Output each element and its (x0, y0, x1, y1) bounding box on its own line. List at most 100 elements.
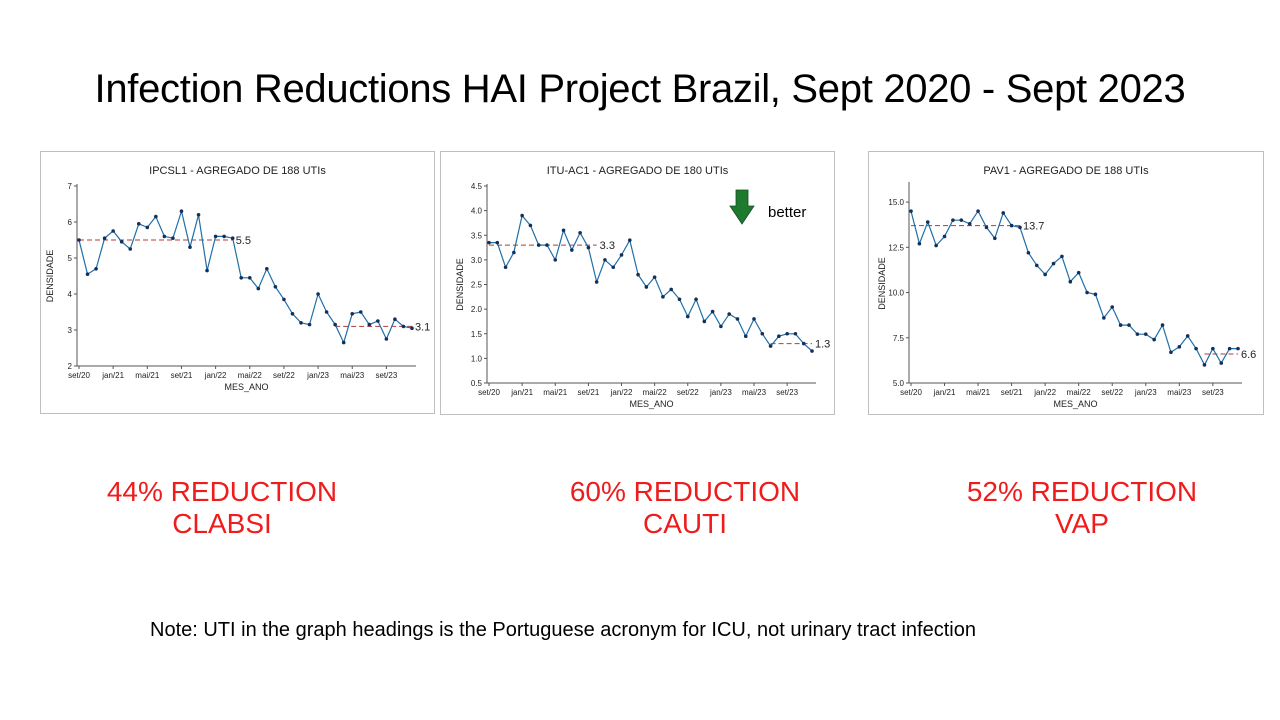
data-point (290, 312, 295, 316)
x-axis-label: MES_ANO (224, 382, 268, 392)
data-point (959, 218, 964, 222)
data-point (247, 276, 252, 280)
y-tick-label: 2.5 (471, 281, 483, 290)
data-point (984, 225, 989, 230)
data-point (677, 297, 682, 302)
data-point (1127, 323, 1131, 327)
data-point (77, 238, 81, 242)
data-point (222, 234, 226, 239)
y-axis-label: DENSIDADE (877, 257, 887, 310)
data-point (265, 267, 269, 271)
data-point (743, 334, 748, 339)
data-point (719, 324, 723, 329)
x-tick-label: jan/22 (610, 388, 633, 397)
better-label: better (768, 204, 806, 221)
chart-vap: PAV1 - AGREGADO DE 188 UTIs 5.0 7.5 10.0 12.… (877, 165, 1256, 409)
data-point (586, 245, 591, 250)
data-point (735, 317, 740, 321)
median-label: 6.6 (1241, 349, 1256, 361)
data-point (1110, 305, 1115, 309)
data-point (1076, 270, 1081, 275)
data-point (619, 253, 624, 257)
data-point (256, 286, 261, 291)
data-point (512, 250, 516, 255)
x-tick-label: jan/21 (510, 388, 533, 397)
data-point (503, 265, 508, 270)
x-tick-label: jan/23 (306, 371, 329, 380)
data-point (1152, 337, 1156, 342)
data-point (570, 248, 574, 252)
y-axis-label: DENSIDADE (45, 250, 55, 303)
reduction-cauti-percent: 60% REDUCTION (569, 476, 801, 507)
data-point (1068, 279, 1073, 284)
data-point (801, 341, 806, 346)
data-point (536, 243, 541, 247)
x-tick-label: set/21 (1001, 388, 1023, 397)
x-tick-label: set/23 (1202, 388, 1224, 397)
y-axis-label: DENSIDADE (455, 258, 465, 311)
y-tick-label: 1.0 (471, 354, 483, 363)
x-tick-label: set/23 (375, 371, 397, 380)
data-point (1009, 223, 1014, 228)
data-point (239, 276, 244, 280)
data-point (341, 340, 346, 345)
chart-panel-cauti: ITU-AC1 - AGREGADO DE 180 UTIs 0.5 1.0 1.5 2… (440, 151, 835, 415)
data-point (967, 222, 972, 226)
data-point (1051, 261, 1056, 266)
y-tick-label: 4.5 (471, 182, 483, 191)
data-point (636, 272, 640, 277)
data-point (196, 213, 201, 217)
data-point (1211, 346, 1215, 351)
data-point (909, 209, 913, 213)
data-point (1001, 211, 1006, 215)
y-tick-label: 5 (68, 254, 73, 263)
data-point (171, 236, 175, 240)
median-label: 5.5 (236, 235, 251, 247)
data-point (1194, 346, 1198, 351)
data-point (976, 209, 980, 213)
data-point (230, 236, 235, 240)
y-tick-label: 4.0 (471, 207, 483, 216)
x-tick-label: set/23 (776, 388, 798, 397)
y-tick-label: 12.5 (888, 243, 904, 252)
data-point (652, 275, 657, 279)
data-point (661, 295, 665, 299)
data-point (1143, 332, 1148, 336)
x-tick-label: set/20 (478, 388, 500, 397)
data-point (1236, 346, 1240, 351)
series-line (489, 214, 813, 352)
data-point (603, 258, 607, 262)
data-point (768, 344, 773, 348)
reduction-clabsi-percent: 44% REDUCTION (106, 476, 338, 507)
data-point (934, 243, 938, 248)
data-point (578, 230, 582, 235)
data-point (627, 238, 632, 242)
data-point (993, 236, 997, 241)
data-point (307, 322, 312, 327)
reduction-cauti-label: CAUTI (643, 508, 727, 539)
y-tick-label: 7 (68, 182, 73, 191)
data-point (561, 228, 566, 233)
x-tick-label: mai/22 (238, 371, 263, 380)
chart-title: IPCSL1 - AGREGADO DE 188 UTIs (149, 165, 326, 177)
x-tick-label: mai/23 (340, 371, 365, 380)
reduction-clabsi: 44% REDUCTION CLABSI (62, 476, 382, 540)
data-point (1118, 323, 1123, 327)
data-point (85, 272, 90, 276)
reduction-cauti: 60% REDUCTION CAUTI (525, 476, 845, 540)
y-tick-label: 3.0 (471, 256, 483, 265)
y-tick-label: 1.5 (471, 330, 483, 339)
data-point (1185, 334, 1190, 338)
data-point (401, 324, 406, 329)
data-point (1043, 272, 1047, 277)
x-tick-label: set/22 (677, 388, 699, 397)
x-tick-label: mai/21 (543, 388, 568, 397)
reduction-vap-percent: 52% REDUCTION (966, 476, 1198, 507)
data-point (1169, 350, 1173, 355)
data-point (102, 236, 107, 240)
data-point (1018, 225, 1022, 230)
data-point (752, 317, 756, 321)
data-point (299, 321, 303, 325)
data-point (333, 322, 337, 327)
x-axis-label: MES_ANO (629, 399, 673, 409)
